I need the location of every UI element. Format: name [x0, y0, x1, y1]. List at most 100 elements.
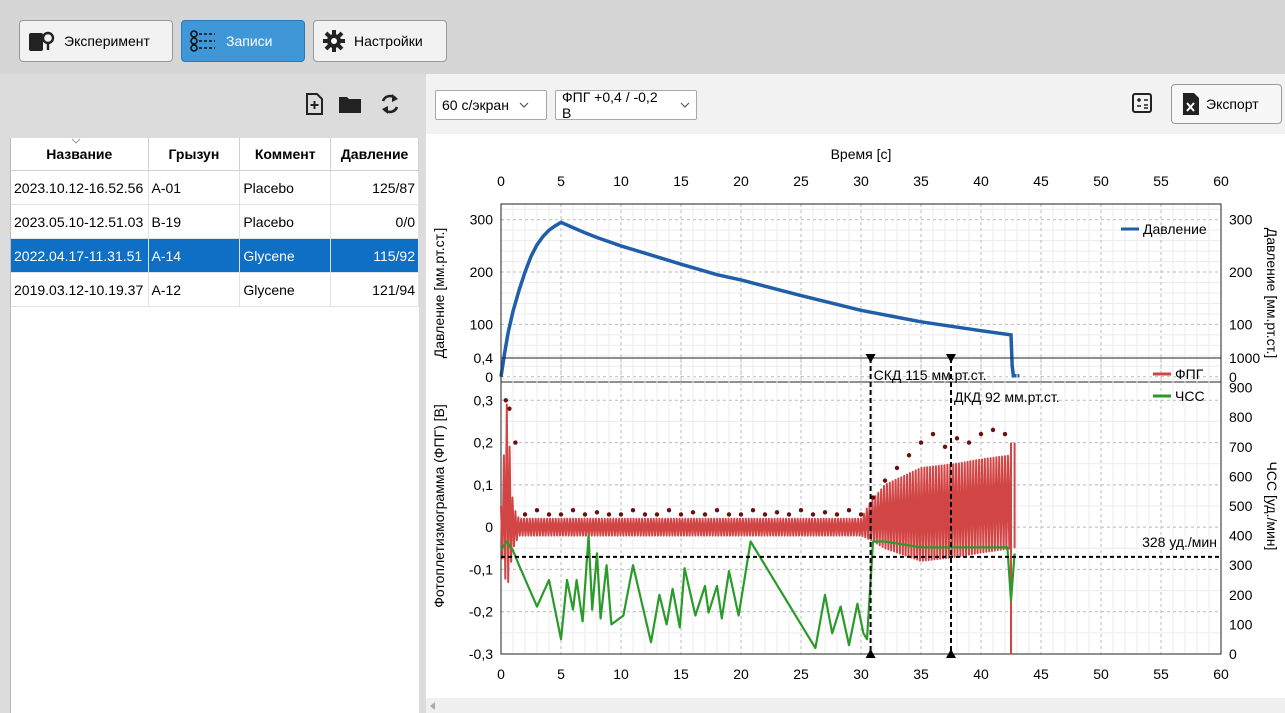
top-x-tick-label: 40: [973, 173, 989, 189]
ppg-peak-point: [762, 512, 768, 517]
bottom-y2-tick-label: 200: [1229, 587, 1253, 603]
ppg-peak-point: [630, 508, 636, 513]
ppg-peak-point: [666, 508, 672, 513]
ppg-peak-point: [954, 436, 960, 441]
marker-handle-top: [865, 354, 876, 363]
table-row[interactable]: 2019.03.12-10.19.37 A-12 Glycene 121/94: [11, 272, 419, 307]
table-row[interactable]: 2023.05.10-12.51.03 B-19 Placebo 0/0: [11, 204, 419, 239]
chevron-down-icon: [680, 102, 690, 108]
top-y2-tick-label: 0: [1229, 369, 1237, 385]
experiment-icon: [29, 31, 55, 51]
ppg-peak-point: [906, 453, 912, 458]
marker-handle-top: [946, 354, 956, 363]
ppg-peak-point: [798, 508, 804, 513]
bottom-x-tick-label: 45: [1033, 666, 1049, 682]
ppg-peak-point: [858, 512, 864, 517]
marker-label: ДКД 92 мм.рт.ст.: [954, 389, 1060, 405]
ppg-peak-point: [942, 444, 948, 449]
ppg-peak-point: [1002, 431, 1008, 437]
top-y-tick-label: 200: [470, 264, 494, 280]
cell-comment: Placebo: [239, 204, 332, 239]
records-icon: [190, 30, 215, 52]
column-header-rodent[interactable]: Грызун: [148, 138, 241, 171]
ppg-peak-point: [546, 512, 552, 517]
bottom-y2-tick-label: 1000: [1229, 350, 1260, 366]
column-header-comment[interactable]: Коммент: [239, 138, 332, 171]
horizontal-scrollbar[interactable]: [426, 698, 1285, 713]
ppg-peak-point: [702, 512, 708, 517]
open-folder-button[interactable]: [338, 92, 362, 116]
ppg-peak-point: [774, 510, 780, 515]
column-header-pressure[interactable]: Давление: [330, 138, 419, 171]
ppg-peak-point: [918, 440, 924, 445]
top-x-tick-label: 0: [497, 173, 505, 189]
ppg-peak-point: [618, 512, 624, 517]
bottom-y2-tick-label: 0: [1229, 646, 1237, 662]
refresh-button[interactable]: [378, 92, 402, 116]
bottom-x-tick-label: 0: [497, 666, 505, 682]
chevron-down-icon: [519, 102, 529, 108]
records-tab-label: Записи: [226, 33, 273, 49]
bottom-y2-tick-label: 800: [1229, 409, 1253, 425]
ppg-series-line: [500, 403, 1012, 584]
bottom-y-tick-label: -0,2: [469, 604, 493, 620]
cell-pressure: 115/92: [330, 238, 419, 273]
folder-icon: [339, 97, 361, 113]
cell-pressure: 0/0: [330, 204, 419, 239]
top-chart-title: Время [с]: [831, 146, 892, 162]
calculator-icon: [1132, 93, 1152, 113]
gear-icon: [323, 30, 345, 52]
top-y2-tick-label: 300: [1229, 212, 1253, 228]
cell-rodent: A-14: [148, 238, 241, 273]
settings-tab-label: Настройки: [354, 33, 423, 49]
ppg-peak-point: [582, 512, 588, 517]
cell-name: 2023.10.12-16.52.56: [11, 170, 149, 205]
new-record-button[interactable]: [302, 92, 326, 116]
top-y2-tick-label: 200: [1229, 264, 1253, 280]
records-table-container: Название Грызун Коммент Давление 2023.10…: [10, 138, 419, 713]
bottom-x-tick-label: 60: [1213, 666, 1229, 682]
settings-tab-button[interactable]: Настройки: [313, 20, 447, 62]
ppg-peak-point: [870, 495, 876, 500]
calculator-button[interactable]: [1131, 92, 1153, 114]
bottom-y2-tick-label: 500: [1229, 498, 1253, 514]
cell-rodent: A-12: [148, 272, 241, 307]
top-x-tick-label: 25: [793, 173, 809, 189]
ppg-peak-point: [810, 512, 816, 517]
bottom-x-tick-label: 15: [673, 666, 689, 682]
top-y2-tick-label: 100: [1229, 316, 1253, 332]
ppg-peak-point: [513, 440, 518, 445]
ppg-peak-point: [966, 440, 972, 445]
top-x-tick-label: 50: [1093, 173, 1109, 189]
bottom-x-tick-label: 50: [1093, 666, 1109, 682]
cell-name: 2023.05.10-12.51.03: [11, 204, 149, 239]
export-button[interactable]: Экспорт: [1171, 84, 1282, 124]
ppg-peak-point: [882, 478, 888, 483]
experiment-tab-label: Эксперимент: [64, 33, 150, 49]
legend-hr-label: ЧСС: [1175, 388, 1205, 404]
top-x-tick-label: 15: [673, 173, 689, 189]
records-tab-button[interactable]: Записи: [181, 20, 305, 62]
table-row-selected[interactable]: 2022.04.17-11.31.51 A-14 Glycene 115/92: [11, 238, 419, 273]
top-x-tick-label: 45: [1033, 173, 1049, 189]
bottom-y-axis-label: Фотоплетизмограмма (ФПГ) [В]: [431, 404, 447, 608]
column-header-name[interactable]: Название: [11, 138, 149, 171]
records-table: Название Грызун Коммент Давление 2023.10…: [11, 138, 419, 307]
ppg-peak-point: [978, 431, 984, 437]
cell-name: 2019.03.12-10.19.37: [11, 272, 149, 307]
ppg-peak-point: [990, 427, 996, 433]
cell-rodent: B-19: [148, 204, 241, 239]
ppg-peak-point: [714, 508, 720, 513]
time-scale-select[interactable]: 60 с/экран: [435, 90, 547, 120]
sort-indicator-icon: [71, 138, 81, 144]
experiment-tab-button[interactable]: Эксперимент: [19, 20, 173, 62]
ppg-peak-point: [507, 406, 512, 411]
ppg-range-select[interactable]: ФПГ +0,4 / -0,2 В: [555, 89, 697, 121]
time-scale-value: 60 с/экран: [442, 97, 509, 113]
bottom-y-tick-label: 0,4: [474, 350, 494, 366]
ppg-peak-point: [558, 512, 564, 517]
top-y-tick-label: 0: [485, 369, 493, 385]
table-row[interactable]: 2023.10.12-16.52.56 A-01 Placebo 125/87: [11, 170, 419, 205]
cell-comment: Placebo: [239, 170, 332, 205]
